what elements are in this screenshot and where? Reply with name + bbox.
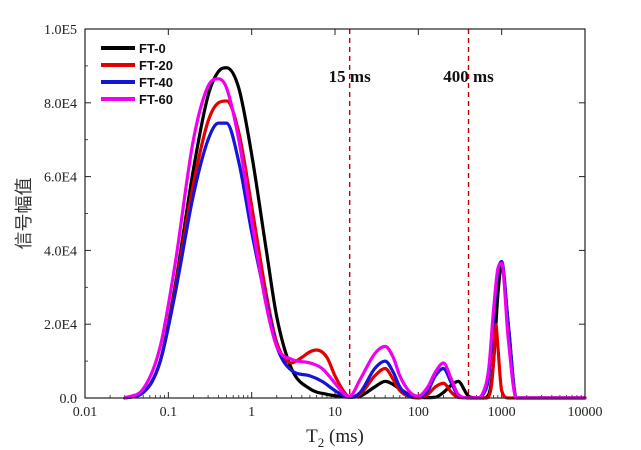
x-tick-label: 1 bbox=[248, 405, 255, 420]
x-tick-label: 10000 bbox=[568, 405, 603, 420]
series-curves bbox=[123, 66, 587, 400]
y-tick-label: 1.0E5 bbox=[44, 23, 77, 38]
series-line-ft-60 bbox=[123, 77, 587, 400]
y-tick-label: 0.0 bbox=[60, 392, 78, 407]
legend-label: FT-60 bbox=[139, 92, 173, 107]
annotation-lines bbox=[348, 29, 470, 398]
x-tick-label: 0.1 bbox=[160, 405, 178, 420]
legend-label: FT-40 bbox=[139, 75, 173, 90]
annotation-label: 400 ms bbox=[443, 67, 494, 86]
y-tick-labels: 0.0 2.0E4 4.0E4 6.0E4 8.0E4 1.0E5 bbox=[44, 23, 77, 407]
x-tick-label: 0.01 bbox=[73, 405, 98, 420]
plot-frame bbox=[84, 28, 586, 399]
legend-label: FT-0 bbox=[139, 41, 166, 56]
annotation-labels: 15 ms 400 ms bbox=[329, 67, 494, 86]
x-tick-label: 10 bbox=[328, 405, 342, 420]
y-axis-label: 信号幅值 bbox=[14, 178, 35, 250]
legend: FT-0 FT-20 FT-40 FT-60 bbox=[101, 41, 173, 107]
y-tick-label: 2.0E4 bbox=[44, 318, 77, 333]
y-tick-label: 8.0E4 bbox=[44, 97, 77, 112]
legend-label: FT-20 bbox=[139, 58, 173, 73]
annotation-label: 15 ms bbox=[329, 67, 371, 86]
x-tick-label: 1000 bbox=[488, 405, 516, 420]
x-tick-label: 100 bbox=[408, 405, 429, 420]
x-axis-label: T2 (ms) bbox=[306, 426, 364, 450]
series-line-ft-0 bbox=[123, 66, 587, 400]
y-tick-label: 6.0E4 bbox=[44, 171, 77, 186]
x-tick-labels: 0.01 0.1 1 10 100 1000 10000 bbox=[73, 405, 603, 420]
y-tick-label: 4.0E4 bbox=[44, 244, 77, 259]
